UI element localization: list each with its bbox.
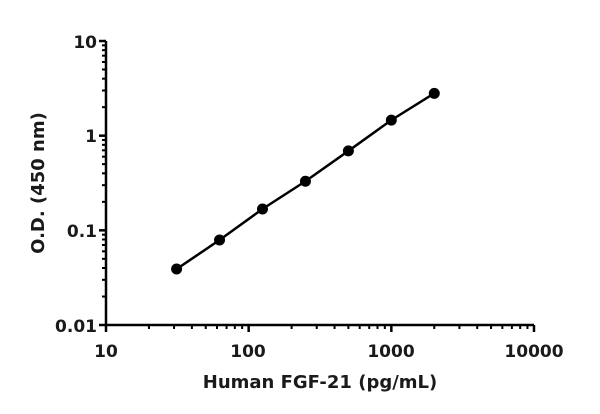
data-point xyxy=(256,203,268,215)
data-point xyxy=(214,234,226,246)
x-tick-label-10000: 10000 xyxy=(504,342,563,362)
y-axis-major-ticks xyxy=(99,39,106,327)
x-tick-label-1000: 1000 xyxy=(367,342,414,362)
x-tick-label-10: 10 xyxy=(94,342,118,362)
data-point xyxy=(385,114,397,126)
data-point xyxy=(428,87,440,99)
data-point xyxy=(171,263,183,275)
y-tick-label-0.01: 0.01 xyxy=(55,317,97,337)
data-point xyxy=(299,175,311,187)
y-axis-title: O.D. (450 nm) xyxy=(28,112,49,254)
data-point xyxy=(342,145,354,157)
y-tick-label-10: 10 xyxy=(73,33,97,53)
y-tick-label-0.1: 0.1 xyxy=(67,222,97,242)
x-tick-label-100: 100 xyxy=(230,342,266,362)
y-tick-label-1: 1 xyxy=(85,127,97,147)
x-axis-title: Human FGF-21 (pg/mL) xyxy=(203,372,437,393)
x-axis-major-ticks xyxy=(104,325,536,332)
data-series xyxy=(171,87,440,275)
